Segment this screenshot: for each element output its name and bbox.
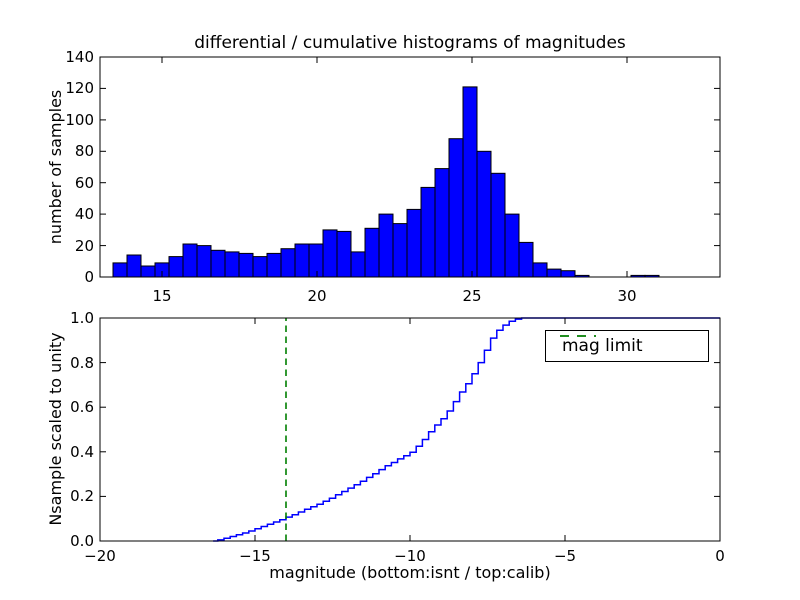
top-y-tick-label: 80 (74, 142, 94, 161)
top-y-tick-label: 100 (65, 110, 94, 129)
bottom-y-axis-label: Nsample scaled to unity (46, 332, 65, 526)
histogram-bar (224, 251, 240, 278)
top-y-tick-label: 0 (84, 268, 94, 286)
histogram-bar (112, 262, 128, 278)
histogram-bar (448, 138, 464, 278)
bottom-x-tick-label: −20 (84, 547, 116, 565)
legend: mag limit (545, 330, 709, 362)
histogram-bar (462, 86, 478, 278)
histogram-bar (210, 249, 226, 278)
bottom-axes (99, 317, 721, 542)
bottom-y-tick-label: 0.6 (70, 398, 94, 417)
bottom-y-tick-label: 1.0 (70, 309, 94, 327)
histogram-bar (532, 262, 548, 278)
histogram-bar (294, 243, 310, 278)
histogram-bar (280, 248, 296, 278)
histogram-bar (126, 254, 142, 278)
top-y-tick-label: 40 (74, 205, 94, 224)
histogram-bar (252, 256, 268, 278)
top-y-tick-label: 20 (74, 236, 94, 255)
histogram-bar (476, 150, 492, 278)
top-x-tick-label: 15 (152, 287, 172, 305)
histogram-bar (406, 208, 422, 278)
histogram-bar (378, 213, 394, 278)
top-x-tick-label: 20 (307, 287, 327, 305)
histogram-bar (196, 245, 212, 278)
bottom-y-tick-label: 0.0 (70, 532, 94, 550)
histogram-bar (490, 172, 506, 278)
legend-label: mag limit (562, 336, 643, 356)
histogram-bar (392, 223, 408, 278)
histogram-bar (336, 230, 352, 278)
histogram-bar (140, 265, 156, 278)
bottom-x-tick-label: −10 (394, 547, 426, 565)
histogram-bar (518, 241, 534, 278)
top-x-tick-label: 25 (462, 287, 482, 305)
histogram-bar (434, 168, 450, 278)
histogram-bar (182, 243, 198, 278)
mag-limit-dash-icon (560, 335, 596, 337)
x-axis-label: magnitude (bottom:isnt / top:calib) (269, 563, 551, 582)
histogram-bar (546, 268, 562, 278)
bottom-x-tick-label: −5 (553, 547, 577, 565)
histogram-bar (350, 251, 366, 278)
histogram-bar (168, 256, 184, 278)
bottom-x-tick-label: −15 (239, 547, 271, 565)
top-axes (99, 56, 721, 278)
bottom-y-tick-label: 0.8 (70, 353, 94, 372)
histogram-bar (560, 270, 576, 278)
cumulative-curve (213, 317, 720, 542)
histogram-bar (322, 229, 338, 278)
bottom-x-tick-label: 0 (715, 547, 725, 565)
histogram-bar (364, 227, 380, 278)
top-y-tick-label: 140 (65, 48, 94, 66)
chart-title: differential / cumulative histograms of … (194, 33, 626, 53)
histogram-bar (238, 252, 254, 278)
histogram-bar (308, 243, 324, 278)
bottom-y-tick-label: 0.2 (70, 487, 94, 506)
histogram-bar (420, 186, 436, 278)
bottom-y-tick-label: 0.4 (70, 442, 94, 461)
top-x-tick-label: 30 (617, 287, 637, 305)
top-y-tick-label: 60 (74, 173, 94, 192)
histogram-bars (112, 86, 660, 278)
histogram-bar (504, 213, 520, 278)
top-spines (99, 56, 721, 278)
top-y-tick-label: 120 (65, 79, 94, 98)
histogram-bar (266, 252, 282, 278)
